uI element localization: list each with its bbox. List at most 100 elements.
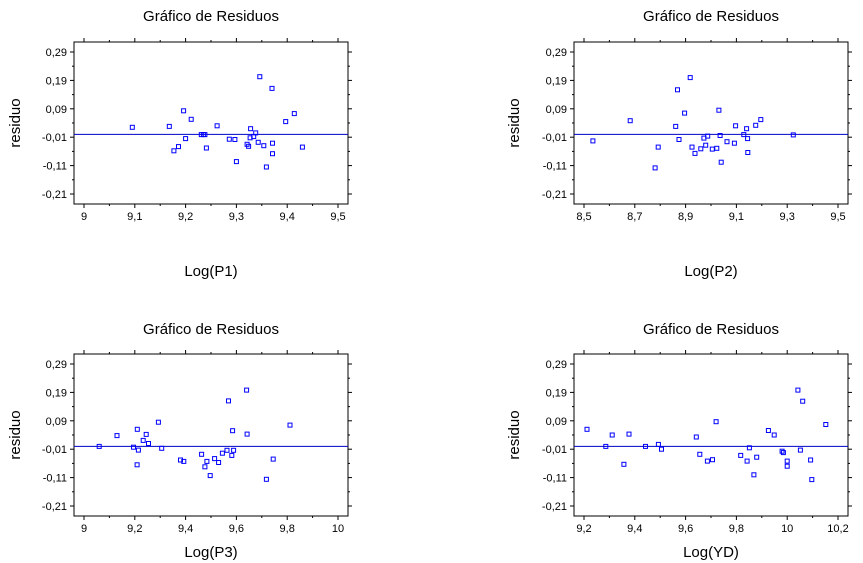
chart-title: Gráfico de Residuos (143, 321, 279, 338)
residual-point (233, 159, 239, 165)
x-tick-label: 9 (81, 211, 87, 223)
y-tick-label: 0,29 (546, 47, 567, 59)
residual-plot-log-p3: Gráfico de Residuos Log(P3) residuo 9 9,2… (7, 321, 352, 561)
x-tick-label: 9 (81, 523, 87, 535)
x-axis-label: Log(YD) (683, 544, 739, 561)
x-tick-label: 8,7 (627, 211, 642, 223)
residual-point (795, 387, 801, 393)
plot-frame (73, 41, 349, 205)
residual-point (261, 143, 267, 149)
residual-point (131, 444, 136, 450)
y-tick-label: -0,11 (543, 473, 567, 485)
y-tick-label: 0,29 (46, 359, 67, 371)
residual-point (230, 428, 236, 434)
residual-point (800, 398, 806, 404)
residual-point (744, 126, 750, 132)
x-tick-label: 9,2 (127, 523, 142, 535)
residual-point (603, 443, 609, 449)
residual-point (219, 450, 225, 456)
residual-point (784, 463, 790, 469)
y-tick-label: 0,09 (46, 104, 67, 116)
tick-labels: 8,5 8,7 8,9 9,1 9,3 9,5 0,29 0,19 0,09 -0,01 -0,11… (542, 38, 852, 223)
residual-point (231, 447, 237, 453)
residual-point (183, 136, 189, 142)
residual-point (809, 477, 815, 483)
residual-point (797, 447, 803, 453)
residual-point (246, 143, 252, 149)
x-tick-label: 10,2 (827, 523, 848, 535)
y-tick-label: -0,01 (542, 132, 567, 144)
residual-point (655, 144, 661, 150)
residual-point (584, 426, 590, 432)
residual-point (270, 456, 276, 462)
residual-point (216, 460, 222, 465)
y-tick-label: -0,01 (542, 444, 567, 456)
residual-point (745, 150, 751, 155)
residual-point (263, 476, 269, 482)
residual-point (659, 446, 664, 452)
chart-title: Gráfico de Residuos (143, 8, 279, 25)
residual-point (655, 441, 661, 447)
residual-point (741, 132, 747, 138)
x-tick-label: 9,4 (627, 523, 642, 535)
residual-point (771, 432, 777, 438)
x-axis-label: Log(P1) (184, 263, 237, 280)
y-tick-label: -0,11 (43, 473, 67, 485)
residual-point (232, 137, 238, 142)
residual-point (704, 458, 710, 464)
residual-point (270, 151, 275, 157)
residual-point (714, 145, 720, 151)
residual-point (731, 140, 737, 146)
residual-point (733, 123, 739, 129)
residual-point (673, 123, 679, 129)
residual-point (146, 441, 151, 446)
x-tick-label: 9,1 (729, 211, 744, 223)
residual-point (682, 110, 688, 116)
x-tick-label: 9,8 (280, 523, 295, 535)
x-tick-label: 9,8 (729, 523, 744, 535)
residual-point (754, 454, 760, 460)
residual-point (621, 461, 627, 467)
residual-point (676, 137, 682, 142)
residual-point (226, 398, 231, 404)
y-tick-label: 0,09 (546, 416, 567, 428)
residual-point (244, 387, 250, 393)
y-tick-label: -0,21 (42, 501, 67, 513)
residual-point (643, 443, 648, 449)
residual-point (746, 445, 752, 451)
residual-point (166, 123, 172, 129)
residual-point (207, 473, 213, 479)
residual-point (226, 136, 232, 142)
residual-point (178, 457, 183, 463)
y-axis-label: residuo (506, 98, 523, 147)
residual-point (287, 422, 293, 428)
y-tick-label: -0,01 (42, 444, 67, 456)
residual-point (224, 447, 230, 453)
residual-point (202, 464, 208, 470)
residual-point (299, 144, 305, 150)
residual-point (697, 451, 703, 457)
residual-point (203, 145, 209, 151)
plot-frame (573, 353, 849, 517)
residual-point (626, 431, 632, 437)
plot-frame (73, 353, 349, 517)
residual-point (758, 117, 764, 123)
residual-point (244, 431, 250, 437)
residual-point (214, 123, 220, 129)
y-axis-label: residuo (7, 410, 24, 459)
x-tick-label: 9,5 (330, 211, 345, 223)
y-tick-label: -0,21 (42, 189, 67, 201)
residual-point (765, 428, 771, 433)
residual-point (96, 443, 102, 449)
residual-point (134, 426, 140, 432)
residual-point (270, 140, 275, 146)
residual-point (283, 119, 289, 125)
plot-frame (573, 41, 849, 205)
y-tick-label: 0,19 (46, 75, 67, 87)
residual-point (779, 448, 785, 454)
residual-point (808, 457, 814, 463)
residual-point (744, 458, 750, 464)
x-tick-label: 10 (781, 523, 793, 535)
y-tick-label: 0,19 (546, 387, 567, 399)
residual-point (135, 447, 141, 453)
